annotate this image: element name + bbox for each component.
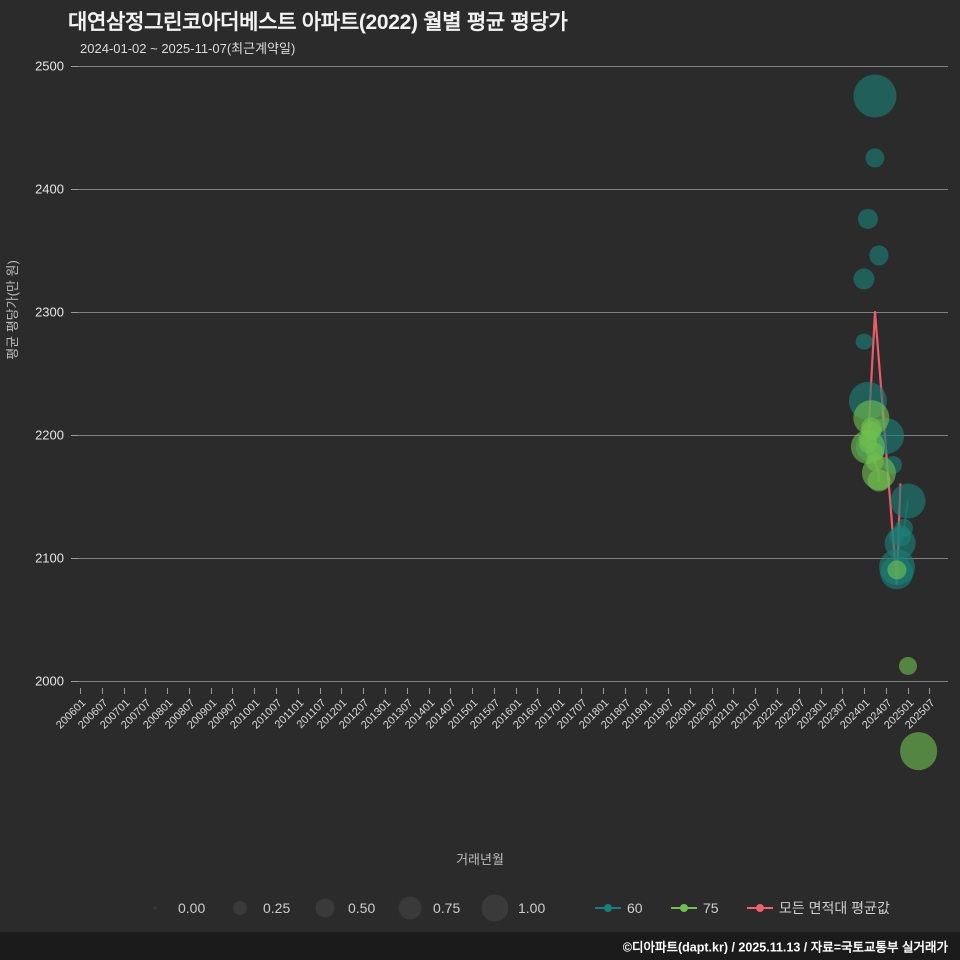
series-lines <box>866 310 909 585</box>
legend-size-label: 0.50 <box>348 900 376 916</box>
y-tick-mark <box>71 435 78 436</box>
x-tick-mark <box>384 688 386 694</box>
y-tick-mark <box>71 681 78 682</box>
x-tick-mark <box>624 688 626 694</box>
x-tick-mark <box>602 688 604 694</box>
data-point-bubble <box>887 560 907 580</box>
x-tick-mark <box>319 688 321 694</box>
legend-size-dot <box>153 906 157 910</box>
y-tick-label: 2000 <box>35 673 64 689</box>
legend-size-label: 0.75 <box>433 900 461 916</box>
x-tick-mark <box>580 688 582 694</box>
x-tick-mark <box>188 688 190 694</box>
x-tick-mark <box>820 688 822 694</box>
gridline <box>78 435 948 436</box>
chart-legend: 0.00 0.25 0.50 0.75 1.00 60 75 모든 면적대 평균값 <box>0 890 960 926</box>
data-point-bubble <box>855 333 873 350</box>
gridline <box>78 312 948 313</box>
chart-subtitle: 2024-01-02 ~ 2025-11-07(최근계약일) <box>80 41 296 56</box>
x-tick-mark <box>472 688 474 694</box>
page-title: 대연삼정그린코아더베스트 아파트(2022) 월별 평균 평당가 <box>68 11 568 34</box>
x-tick-mark <box>232 688 234 694</box>
x-tick-mark <box>363 688 365 694</box>
gridline <box>78 66 948 67</box>
x-tick-mark <box>341 688 343 694</box>
x-tick-mark <box>450 688 452 694</box>
gridline <box>78 189 948 190</box>
data-point-bubble <box>867 469 891 492</box>
x-tick-mark <box>145 688 147 694</box>
x-tick-mark <box>559 688 561 694</box>
x-tick-mark <box>864 688 866 694</box>
legend-size-label: 0.00 <box>178 900 206 916</box>
x-tick-mark <box>668 688 670 694</box>
footer-credit: ©디아파트(dapt.kr) / 2025.11.13 / 자료=국토교통부 실… <box>622 940 948 955</box>
x-tick-mark <box>493 688 495 694</box>
legend-size-label: 0.25 <box>263 900 291 916</box>
x-tick-mark <box>167 688 169 694</box>
legend-series-marker-icon <box>595 902 621 914</box>
x-tick-mark <box>254 688 256 694</box>
data-point-bubble <box>890 483 926 519</box>
x-tick-mark <box>123 688 125 694</box>
x-tick-mark <box>537 688 539 694</box>
gridline <box>78 681 948 682</box>
x-tick-mark <box>276 688 278 694</box>
data-point-bubble <box>869 245 889 265</box>
data-point-bubble <box>853 268 875 290</box>
legend-series-item[interactable]: 75 <box>671 898 719 918</box>
x-tick-mark <box>842 688 844 694</box>
legend-series-label: 75 <box>703 900 719 916</box>
x-tick-mark <box>689 688 691 694</box>
x-tick-mark <box>515 688 517 694</box>
x-tick-mark <box>406 688 408 694</box>
legend-series-marker-icon <box>671 902 697 914</box>
x-tick-mark <box>297 688 299 694</box>
data-point-bubble <box>889 525 912 547</box>
x-tick-mark <box>711 688 713 694</box>
gridline <box>78 558 948 559</box>
y-tick-mark <box>71 66 78 67</box>
x-tick-mark <box>798 688 800 694</box>
x-tick-mark <box>929 688 931 694</box>
legend-series-marker-icon <box>747 902 773 914</box>
plot-area: 2500 2400 2300 2200 2100 2000 200601 200607 200… <box>35 59 948 770</box>
legend-size-label: 1.00 <box>518 900 546 916</box>
legend-size-dot <box>315 898 335 918</box>
y-tick-mark <box>71 189 78 190</box>
y-tick-label: 2500 <box>35 58 64 74</box>
legend-series-item[interactable]: 모든 면적대 평균값 <box>747 898 890 918</box>
legend-series-label: 60 <box>627 900 643 916</box>
x-axis-label: 거래년월 <box>456 852 504 867</box>
x-tick-mark <box>755 688 757 694</box>
data-point-bubble <box>898 657 917 676</box>
data-point-bubble <box>899 732 938 770</box>
x-tick-mark <box>428 688 430 694</box>
x-tick-mark <box>101 688 103 694</box>
x-tick-mark <box>80 688 81 694</box>
x-tick-mark <box>646 688 648 694</box>
x-tick-mark <box>210 688 212 694</box>
y-axis-label: 평균 평당가(만 원) <box>5 260 20 360</box>
legend-series-item[interactable]: 60 <box>595 898 643 918</box>
legend-size-dot <box>233 901 247 915</box>
x-tick-mark <box>907 688 909 694</box>
y-tick-label: 2200 <box>35 427 64 443</box>
legend-size-dot <box>481 894 509 922</box>
data-point-bubble <box>853 74 897 118</box>
data-point-bubble <box>857 208 878 229</box>
legend-series-label: 모든 면적대 평균값 <box>779 900 890 916</box>
footer-bar: ©디아파트(dapt.kr) / 2025.11.13 / 자료=국토교통부 실… <box>0 932 960 960</box>
y-tick-label: 2400 <box>35 181 64 197</box>
y-tick-mark <box>71 558 78 559</box>
legend-size-dot <box>398 896 422 920</box>
y-tick-label: 2100 <box>35 550 64 566</box>
x-tick-mark <box>885 688 887 694</box>
y-tick-label: 2300 <box>35 304 64 320</box>
y-tick-mark <box>71 312 78 313</box>
x-tick-mark <box>733 688 735 694</box>
x-tick-mark <box>777 688 778 694</box>
data-point-bubble <box>865 148 885 168</box>
